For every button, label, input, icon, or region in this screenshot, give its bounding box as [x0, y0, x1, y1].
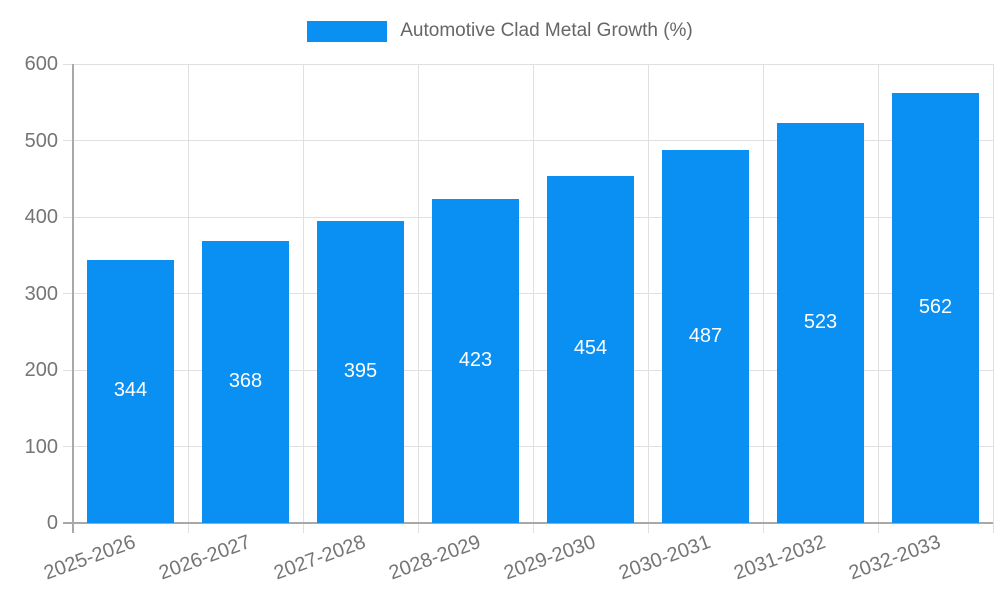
x-tick-label: 2026-2027 — [155, 531, 254, 585]
bar[interactable] — [777, 122, 864, 523]
x-gridline — [187, 64, 189, 533]
bar[interactable] — [202, 241, 289, 523]
bar-value-label: 454 — [573, 337, 608, 360]
y-tick-label: 0 — [46, 512, 58, 534]
x-gridline — [647, 64, 649, 533]
x-tick-label: 2028-2029 — [385, 531, 484, 585]
bar-value-label: 368 — [228, 370, 263, 393]
x-tick-label: 2030-2031 — [615, 531, 714, 585]
bar[interactable] — [662, 150, 749, 523]
y-tick-label: 100 — [24, 435, 58, 458]
y-gridline — [63, 369, 993, 371]
legend-swatch — [307, 20, 388, 42]
bar-value-label: 423 — [458, 349, 493, 372]
x-tick-label: 2029-2030 — [500, 531, 599, 585]
y-gridline — [63, 63, 993, 65]
plot-area: 0 100 200 300 400 500 600 344 2025-2026 368 2026-2… — [25, 53, 994, 584]
y-tick-label: 500 — [24, 129, 58, 152]
bar-value-label: 487 — [688, 324, 723, 347]
y-gridline — [63, 293, 993, 294]
y-gridline — [63, 140, 993, 141]
bar[interactable] — [547, 175, 634, 523]
x-axis — [63, 522, 993, 524]
x-tick-label: 2025-2026 — [40, 531, 139, 585]
y-tick-label: 600 — [24, 53, 58, 75]
x-tick-label: 2032-2033 — [845, 531, 944, 585]
y-gridline — [63, 446, 993, 447]
x-tick-label: 2031-2032 — [730, 531, 829, 585]
bar[interactable] — [892, 93, 979, 523]
x-gridline — [877, 64, 879, 533]
bar-value-label: 523 — [803, 310, 838, 333]
y-tick-label: 400 — [24, 206, 58, 228]
y-gridline — [63, 216, 993, 218]
y-axis — [72, 64, 74, 533]
x-gridline — [762, 64, 764, 533]
x-gridline — [992, 64, 994, 533]
bar-value-label: 395 — [343, 359, 378, 382]
bar-value-label: 562 — [918, 296, 953, 319]
x-gridline — [302, 64, 304, 533]
bar-value-label: 344 — [113, 379, 148, 402]
legend[interactable]: Automotive Clad Metal Growth (%) — [0, 20, 1000, 42]
x-gridline — [532, 64, 534, 533]
x-gridline — [417, 64, 419, 533]
y-tick-label: 200 — [24, 359, 58, 381]
bar[interactable] — [87, 259, 174, 523]
bar[interactable] — [317, 220, 404, 523]
legend-label: Automotive Clad Metal Growth (%) — [400, 20, 693, 41]
bar[interactable] — [432, 199, 519, 523]
y-tick-label: 300 — [24, 282, 58, 305]
x-tick-label: 2027-2028 — [270, 531, 369, 585]
